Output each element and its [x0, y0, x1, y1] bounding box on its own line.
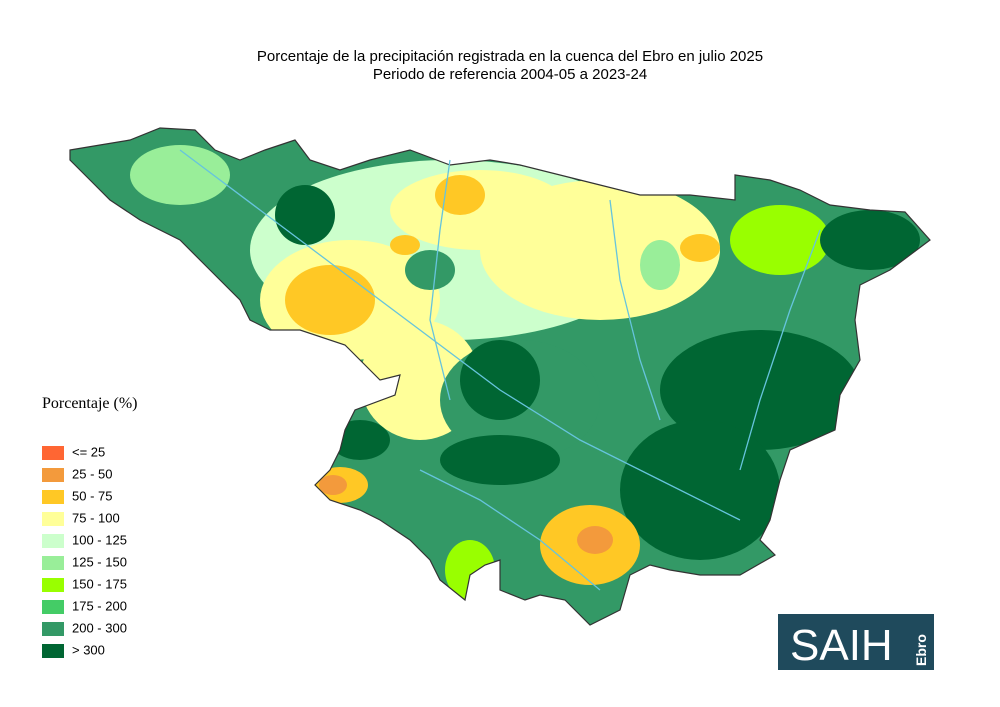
legend-swatch: [42, 578, 64, 592]
legend-label: > 300: [72, 642, 105, 657]
legend-swatch: [42, 622, 64, 636]
map: [70, 128, 930, 625]
legend-label: 200 - 300: [72, 620, 127, 635]
legend-title: Porcentaje (%): [42, 395, 138, 412]
legend-label: 50 - 75: [72, 488, 112, 503]
legend-swatch: [42, 512, 64, 526]
legend-label: 25 - 50: [72, 466, 112, 481]
logo-text: SAIH: [790, 621, 893, 670]
title: Porcentaje de la precipitación registrad…: [257, 48, 763, 65]
legend-label: 100 - 125: [72, 532, 127, 547]
legend-label: <= 25: [72, 444, 105, 459]
legend-label: 175 - 200: [72, 598, 127, 613]
legend-swatch: [42, 534, 64, 548]
logo: SAIH Ebro: [778, 614, 934, 670]
subtitle: Periodo de referencia 2004-05 a 2023-24: [373, 66, 647, 83]
legend-swatch: [42, 600, 64, 614]
legend-label: 150 - 175: [72, 576, 127, 591]
logo-subtext: Ebro: [913, 634, 929, 666]
legend-swatch: [42, 556, 64, 570]
legend-swatch: [42, 468, 64, 482]
legend-swatch: [42, 446, 64, 460]
legend-label: 75 - 100: [72, 510, 120, 525]
legend: <= 25 25 - 50 50 - 75 75 - 100 100 - 125 125 …: [42, 444, 127, 658]
legend-label: 125 - 150: [72, 554, 127, 569]
rivers: [179, 149, 821, 591]
legend-swatch: [42, 490, 64, 504]
legend-swatch: [42, 644, 64, 658]
